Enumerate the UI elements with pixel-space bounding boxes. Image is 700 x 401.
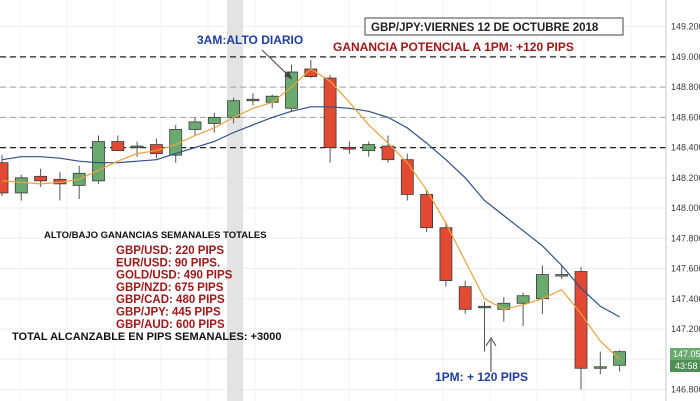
candle-body bbox=[14, 177, 28, 194]
candle bbox=[92, 135, 105, 184]
y-tick-label: 147.600 bbox=[671, 264, 700, 274]
candle bbox=[72, 165, 86, 199]
candle-body bbox=[574, 271, 588, 369]
candle-body bbox=[111, 141, 125, 152]
candle-body bbox=[323, 77, 337, 148]
candle bbox=[246, 93, 260, 106]
weekly-item: GBP/CAD: 480 PIPS bbox=[116, 294, 225, 306]
potential-gain-text: GANANCIA POTENCIAL A 1PM: +120 PIPS bbox=[333, 40, 574, 54]
candle bbox=[439, 221, 453, 287]
candle-body bbox=[593, 366, 607, 369]
candle-body bbox=[285, 71, 298, 109]
candle-body bbox=[246, 98, 260, 102]
candle bbox=[14, 174, 28, 201]
candle-body bbox=[381, 145, 395, 161]
weekly-item: GOLD/USD: 490 PIPS bbox=[116, 270, 233, 282]
candle bbox=[0, 155, 9, 196]
candle-body bbox=[342, 147, 356, 150]
candle-body bbox=[458, 286, 472, 310]
price-axis: 146.800147.000147.200147.400147.600147.8… bbox=[671, 22, 700, 395]
candle-body bbox=[92, 141, 105, 182]
y-tick-label: 148.200 bbox=[671, 173, 700, 183]
candle bbox=[381, 135, 395, 163]
candle bbox=[593, 351, 607, 375]
weekly-item: GBP/AUD: 600 PIPS bbox=[116, 319, 225, 331]
y-tick-label: 148.400 bbox=[671, 143, 700, 153]
candle-body bbox=[188, 121, 202, 130]
y-tick-label: 148.600 bbox=[671, 112, 700, 122]
candle bbox=[400, 153, 414, 201]
candle-body bbox=[516, 295, 530, 304]
y-tick-label: 147.400 bbox=[671, 294, 700, 304]
last-price: 147.055 bbox=[673, 349, 700, 359]
candle bbox=[536, 265, 549, 314]
title-text: GBP/JPY:VIERNES 12 DE OCTUBRE 2018 bbox=[371, 22, 599, 34]
candle-body bbox=[34, 175, 47, 182]
y-tick-label: 149.000 bbox=[671, 52, 700, 62]
sma-slow-line bbox=[1, 106, 620, 318]
y-tick-label: 148.800 bbox=[671, 82, 700, 92]
candle bbox=[207, 112, 221, 133]
daily-high-arrowhead bbox=[284, 71, 292, 79]
candle bbox=[342, 141, 356, 154]
weekly-item: GBP/JPY: 445 PIPS bbox=[116, 307, 221, 319]
candle bbox=[188, 117, 202, 136]
y-tick-label: 146.800 bbox=[671, 384, 700, 394]
weekly-item: EUR/USD: 90 PIPS. bbox=[116, 257, 220, 269]
candle-body bbox=[555, 274, 569, 277]
weekly-title: ALTO/BAJO GANANCIAS SEMANALES TOTALES bbox=[44, 230, 267, 241]
candle-body bbox=[536, 274, 549, 300]
y-tick-label: 147.200 bbox=[671, 324, 700, 334]
pm-arrowhead bbox=[485, 337, 497, 347]
candle bbox=[555, 265, 569, 280]
weekly-total: TOTAL ALCANZABLE EN PIPS SEMANALES: +300… bbox=[12, 331, 281, 343]
candle-body bbox=[420, 194, 434, 229]
candle-body bbox=[478, 305, 491, 309]
candle bbox=[574, 267, 588, 390]
candle bbox=[130, 141, 144, 157]
candle bbox=[478, 301, 491, 352]
candle-body bbox=[400, 159, 414, 195]
candle-body bbox=[0, 162, 9, 194]
highlight-band bbox=[227, 0, 243, 401]
candle bbox=[458, 280, 472, 314]
candle bbox=[265, 94, 279, 109]
daily-high-label: 3AM:ALTO DIARIO bbox=[197, 33, 303, 47]
candle bbox=[516, 292, 530, 326]
sma-fast-line bbox=[1, 68, 621, 360]
candle bbox=[420, 189, 434, 233]
candle-body bbox=[362, 144, 376, 152]
weekly-item: GBP/NZD: 675 PIPS bbox=[116, 282, 224, 294]
candle bbox=[285, 64, 298, 112]
candle bbox=[362, 141, 376, 157]
candle bbox=[613, 350, 626, 372]
candle bbox=[169, 124, 183, 163]
y-tick-label: 147.800 bbox=[671, 233, 700, 243]
y-tick-label: 149.200 bbox=[671, 22, 700, 32]
last-price-tag: 147.055 43:58 bbox=[670, 348, 700, 372]
candle-body bbox=[207, 116, 221, 124]
y-tick-label: 148.000 bbox=[671, 203, 700, 213]
candle-timer: 43:58 bbox=[675, 361, 698, 371]
title-box bbox=[364, 17, 624, 36]
pm-gain-label: 1PM: + 120 PIPS bbox=[435, 370, 528, 384]
candle bbox=[53, 171, 67, 201]
candle bbox=[111, 135, 125, 152]
weekly-item: GBP/USD: 220 PIPS bbox=[116, 245, 224, 257]
candle-body bbox=[130, 145, 144, 148]
candle bbox=[323, 75, 337, 163]
candle-body bbox=[439, 227, 453, 282]
